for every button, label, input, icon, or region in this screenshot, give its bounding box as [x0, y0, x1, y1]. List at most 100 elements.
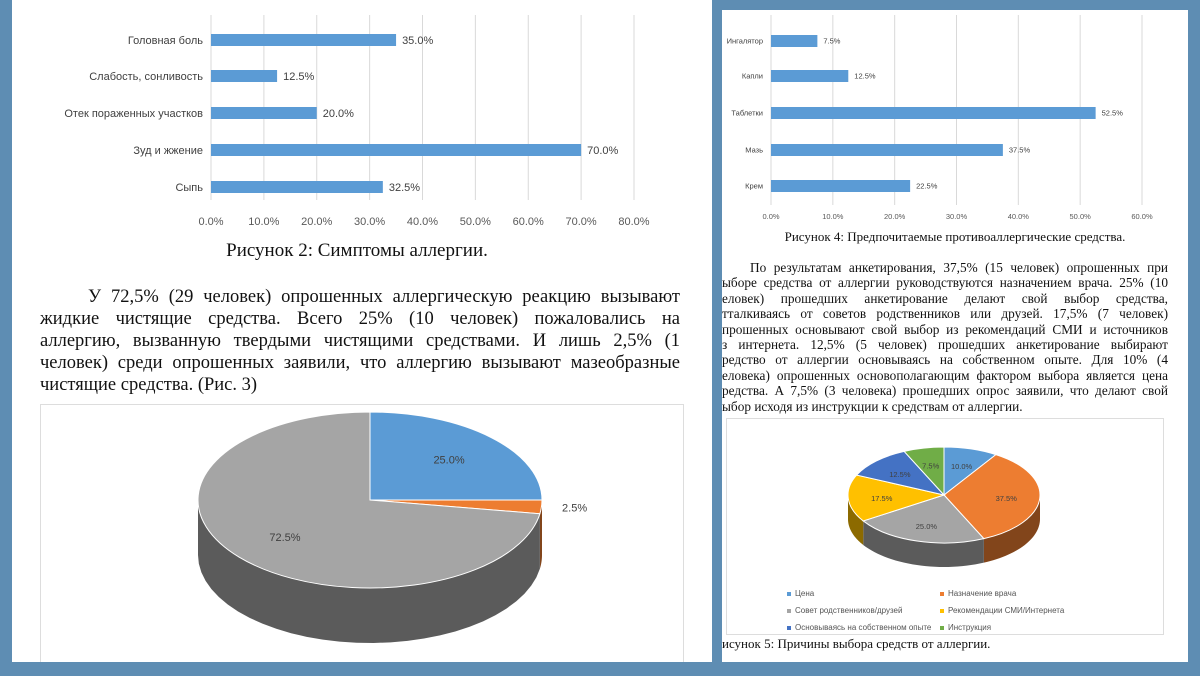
legend-marker-icon — [787, 591, 791, 596]
right-paragraph: По результатам анкетирования, 37,5% (15 … — [722, 260, 1168, 414]
legend-item: Инструкция — [940, 623, 991, 632]
category-label: Ингалятор — [727, 37, 763, 46]
data-label: 37.5% — [1009, 146, 1031, 155]
bar — [211, 181, 383, 193]
legend-label: Основываясь на собственном опыте — [795, 623, 932, 632]
data-label: 20.0% — [323, 108, 354, 120]
figure-5-caption: исунок 5: Причины выбора средств от алле… — [722, 636, 991, 651]
category-label: Сыпь — [175, 182, 203, 194]
paragraph-line: редство от аллергии основываясь на собст… — [722, 352, 1168, 368]
category-label: Крем — [745, 182, 763, 191]
legend-marker-icon — [787, 608, 791, 613]
legend-label: Рекомендации СМИ/Интернета — [948, 606, 1065, 615]
data-label: 7.5% — [823, 37, 840, 46]
paragraph-line: По результатам анкетирования, 37,5% (15 … — [750, 260, 1168, 275]
paragraph-line: ыбор исходя из инструкции к средствам от… — [722, 398, 1023, 414]
legend-marker-icon — [940, 625, 944, 630]
paragraph-line: з интернета. 12,5% (5 человек) прошедших… — [722, 337, 1168, 353]
pie-slice-side — [863, 520, 984, 567]
bar — [771, 35, 818, 47]
data-label: 35.0% — [402, 35, 433, 47]
legend-label: Цена — [795, 589, 815, 598]
pie-slice — [855, 450, 946, 496]
paragraph-line: человек) среди опрошенных заявили, что а… — [40, 353, 680, 373]
category-label: Слабость, сонливость — [89, 71, 203, 83]
bar — [211, 107, 317, 119]
figure-4-caption: Рисунок 4: Предпочитаемые противоаллерги… — [784, 229, 1126, 244]
cleaning-products-pie-chart: 25.0% 2.5% 72.5% — [197, 411, 587, 643]
bar — [211, 144, 582, 156]
legend-item: Основываясь на собственном опыте — [787, 623, 931, 632]
pie-slice-side — [983, 495, 1040, 563]
x-tick-label: 50.0% — [460, 216, 491, 228]
legend-marker-icon — [787, 625, 791, 630]
x-tick-label: 0.0% — [198, 216, 223, 228]
legend-item: Цена — [787, 589, 814, 598]
x-tick-label: 20.0% — [301, 216, 332, 228]
bar — [771, 144, 1003, 156]
legend-marker-icon — [940, 591, 944, 596]
x-tick-label: 50.0% — [1070, 212, 1092, 221]
x-tick-label: 20.0% — [884, 212, 906, 221]
right-document-page: 0.0% 10.0% 20.0% 30.0% 40.0% 50.0% 60.0% Ингаля… — [722, 10, 1188, 662]
allergy-cause-pie-box: 25.0% 2.5% 72.5% — [40, 404, 684, 662]
x-tick-label: 80.0% — [618, 216, 649, 228]
bar — [211, 70, 278, 82]
x-tick-label: 40.0% — [407, 216, 438, 228]
pie-data-label: 25.0% — [433, 455, 464, 467]
pie-slice — [903, 446, 945, 497]
x-tick-label: 0.0% — [762, 212, 779, 221]
pie-slice-side — [848, 495, 864, 545]
paragraph-line: У 72,5% (29 человек) опрошенных аллергич… — [88, 287, 680, 307]
x-tick-label: 70.0% — [566, 216, 597, 228]
pie-data-label: 17.5% — [871, 494, 893, 503]
pie-slice — [943, 454, 1041, 540]
paragraph-line: прошенных основывают свой выбор из реком… — [722, 321, 1168, 337]
pie-data-label: 12.5% — [889, 470, 911, 479]
left-paragraph: У 72,5% (29 человек) опрошенных аллергич… — [40, 286, 680, 396]
paragraph-line: тталкиваясь от советов родственников или… — [722, 306, 1168, 322]
paragraph-line: еловека) опрошенных основополагающим фак… — [722, 367, 1168, 383]
data-label: 12.5% — [854, 72, 876, 81]
category-label: Таблетки — [731, 109, 763, 118]
x-tick-label: 30.0% — [354, 216, 385, 228]
category-label: Отек пораженных участков — [64, 108, 203, 120]
legend-item: Рекомендации СМИ/Интернета — [940, 606, 1064, 615]
bar — [771, 70, 849, 82]
legend-label: Назначение врача — [948, 589, 1017, 598]
bar — [771, 180, 911, 192]
pie-data-label: 25.0% — [916, 522, 938, 531]
bar — [771, 107, 1096, 119]
x-tick-label: 40.0% — [1008, 212, 1030, 221]
data-label: 32.5% — [389, 182, 420, 194]
category-label: Капли — [742, 72, 763, 81]
x-tick-label: 10.0% — [822, 212, 844, 221]
choice-reasons-pie-box: 10.0% 37.5% 25.0% 17.5% 12.5% 7.5% Цена Назнач… — [726, 418, 1164, 635]
pie-data-label: 2.5% — [562, 503, 587, 515]
paragraph-line: ыборе средства от аллергии руководствуют… — [722, 275, 1168, 291]
pie-slice — [847, 474, 946, 522]
pie-slice — [197, 411, 541, 589]
pie-slice-side — [539, 500, 542, 569]
figure-2-caption: Рисунок 2: Симптомы аллергии. — [226, 240, 488, 261]
pie-data-label: 7.5% — [922, 462, 939, 471]
pie-slice-side — [198, 500, 540, 643]
legend-item: Назначение врача — [940, 589, 1016, 598]
paragraph-line: жидкие чистящие средства. Всего 25% (10 … — [40, 309, 680, 329]
pie-data-label: 72.5% — [269, 532, 300, 544]
category-label: Зуд и жжение — [133, 145, 203, 157]
data-label: 70.0% — [587, 145, 618, 157]
pie-slice — [862, 494, 985, 544]
x-tick-label: 60.0% — [513, 216, 544, 228]
data-label: 52.5% — [1102, 109, 1124, 118]
paragraph-line: еловек) прошедших анкетирование делают с… — [722, 290, 1168, 306]
pie-data-label: 10.0% — [951, 462, 973, 471]
choice-reasons-pie-chart: 10.0% 37.5% 25.0% 17.5% 12.5% 7.5% — [847, 446, 1041, 567]
legend-item: Совет родственников/друзей — [787, 606, 902, 615]
legend-marker-icon — [940, 608, 944, 613]
data-label: 22.5% — [916, 182, 938, 191]
pie-slice — [369, 411, 543, 501]
legend-label: Инструкция — [948, 623, 992, 632]
pie-data-label: 37.5% — [996, 494, 1018, 503]
symptoms-bar-chart: 0.0% 10.0% 20.0% 30.0% 40.0% 50.0% 60.0% 70.0% 8… — [64, 15, 650, 228]
